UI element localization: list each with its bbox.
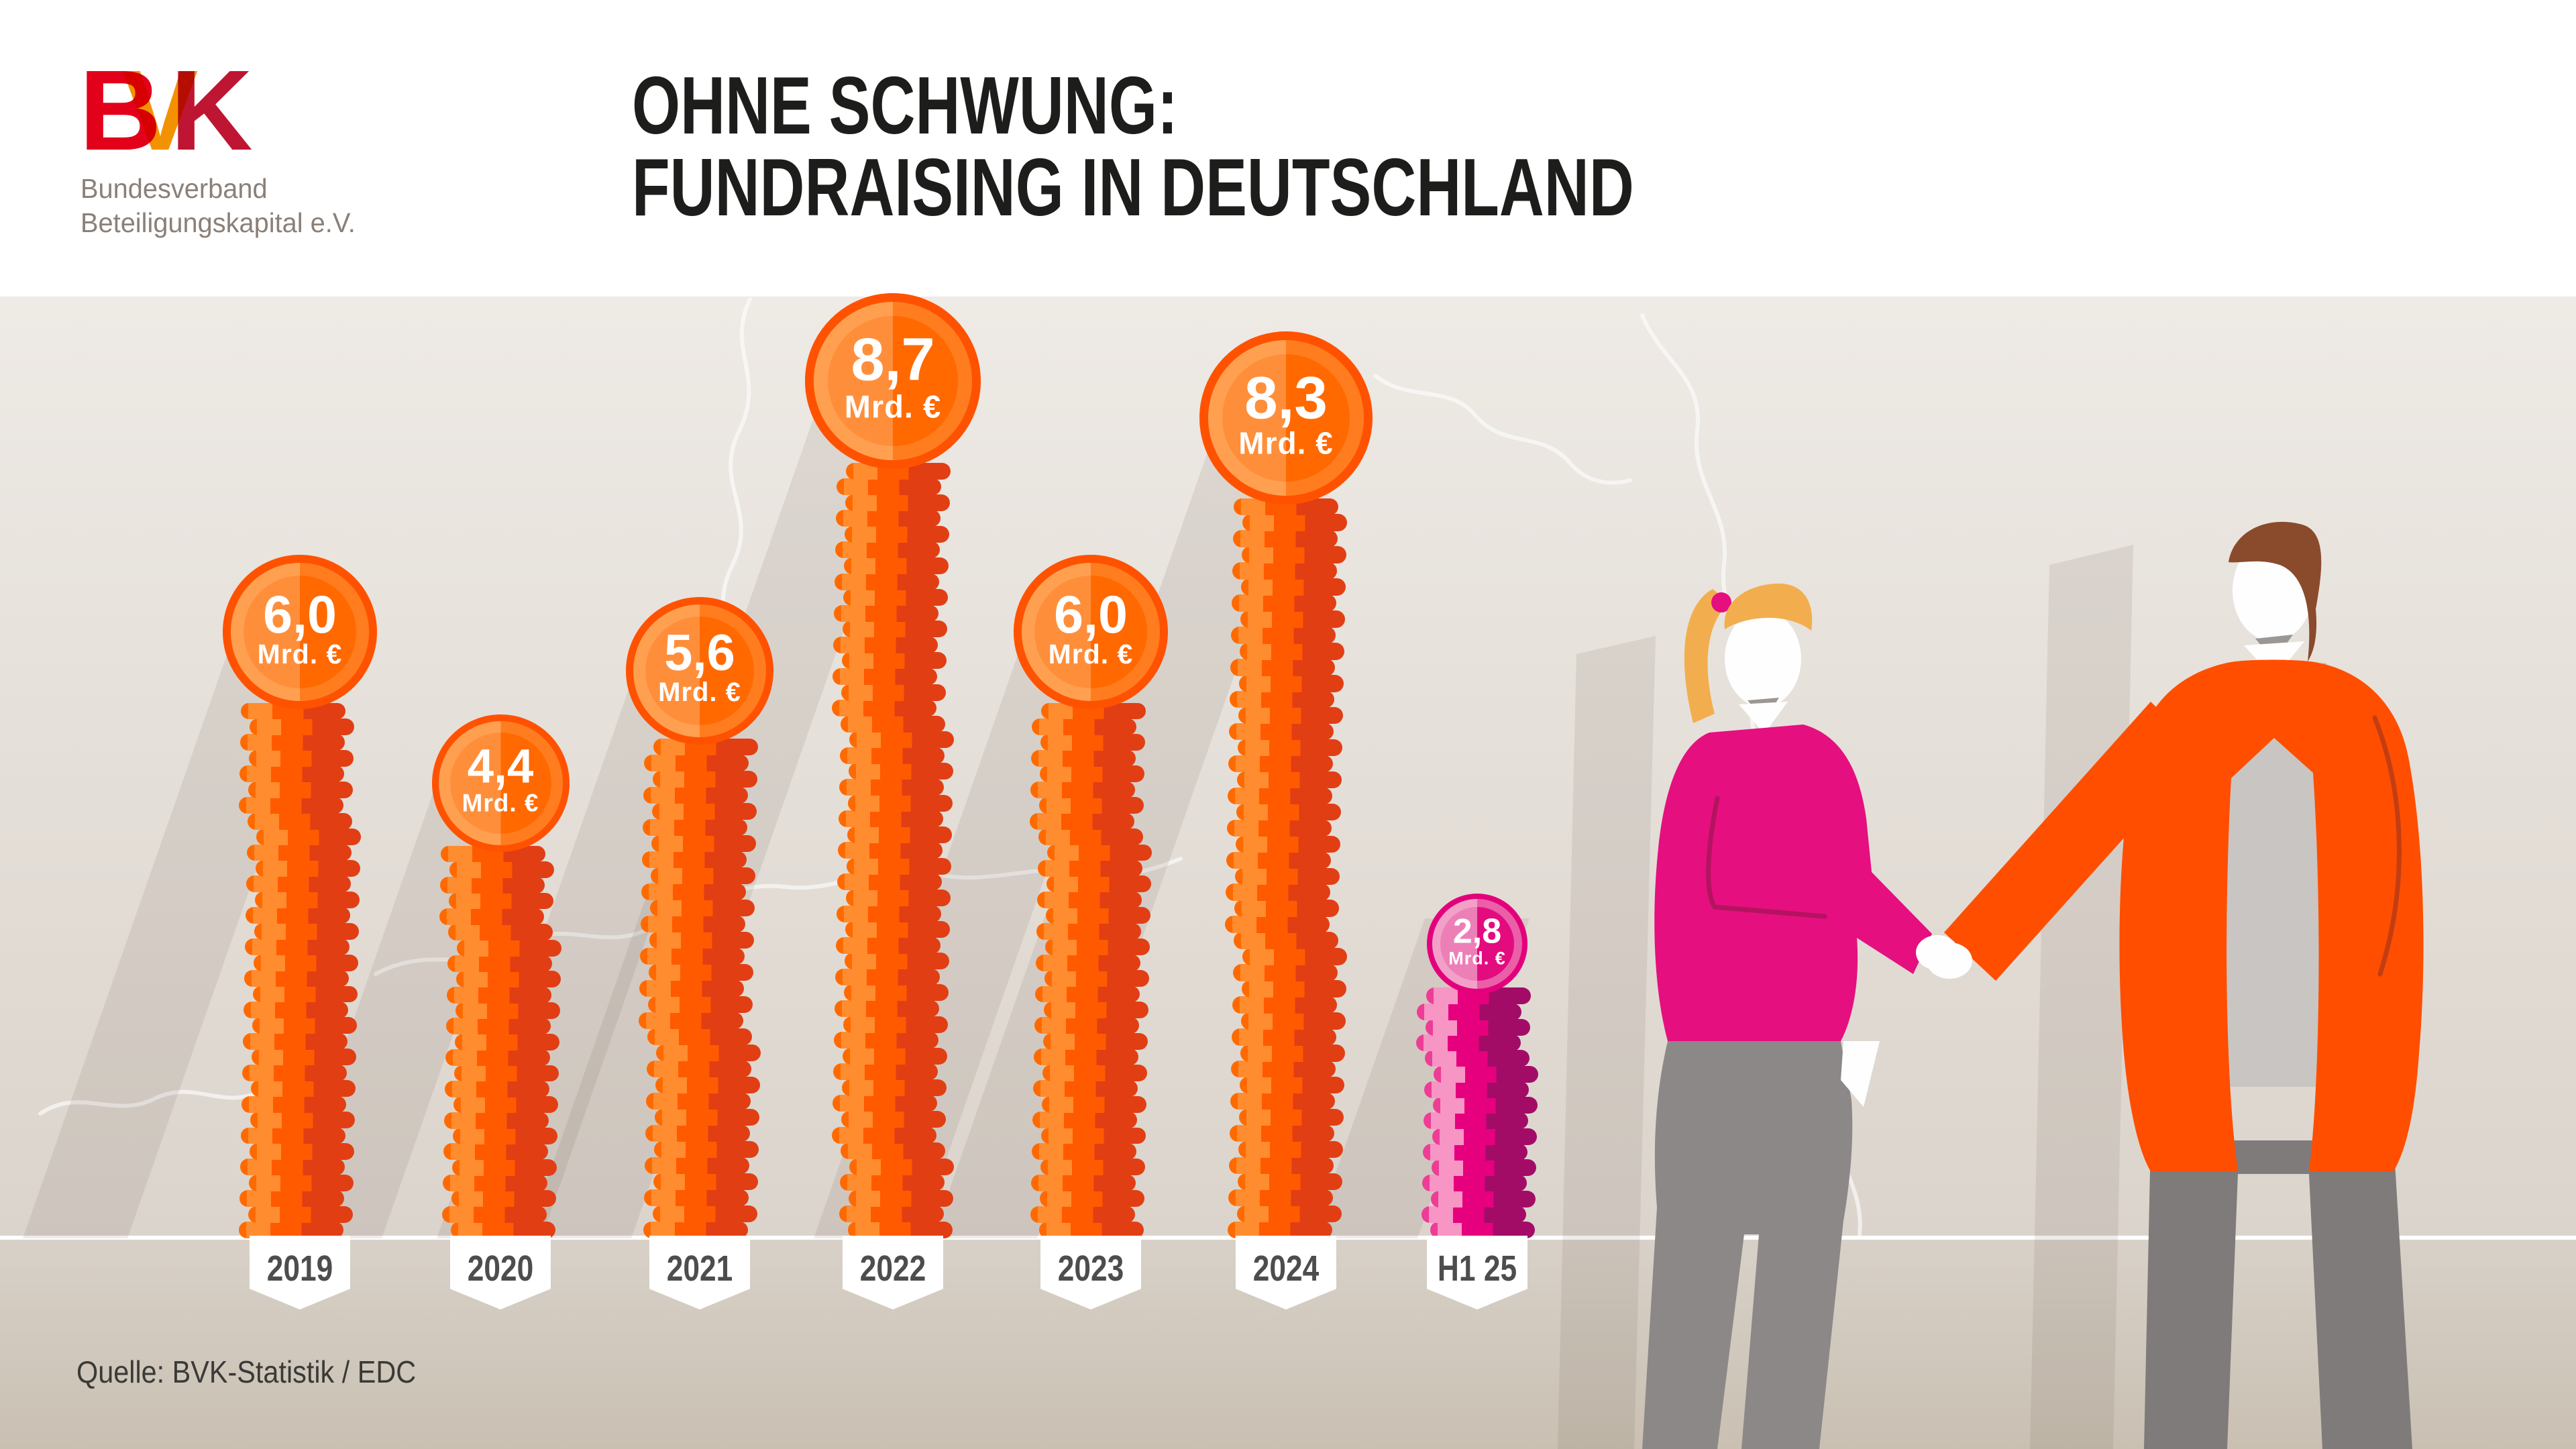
logo-letter-v: V (122, 47, 198, 174)
logo-letter-k: K (170, 47, 253, 174)
source-note: Quelle: BVK-Statistik / EDC (76, 1354, 453, 1390)
chart-background (0, 297, 2576, 1238)
logo-subtitle-line2: Beteiligungskapital e.V. (80, 207, 356, 238)
title-line-1: OHNE SCHWUNG: (632, 60, 1178, 151)
title-line-2: FUNDRAISING IN DEUTSCHLAND (632, 142, 1634, 233)
source-note-text: Quelle: BVK-Statistik / EDC (76, 1354, 417, 1389)
header-bar: B V K Bundesverband Beteiligungskapital … (0, 0, 2576, 297)
bvk-logo: B V K Bundesverband Beteiligungskapital … (79, 54, 428, 255)
baseline (0, 1236, 2576, 1240)
infographic-title: OHNE SCHWUNG: FUNDRAISING IN DEUTSCHLAND (632, 64, 1951, 228)
logo-subtitle: Bundesverband Beteiligungskapital e.V. (80, 172, 356, 240)
logo-subtitle-line1: Bundesverband (80, 173, 268, 204)
chart-ground (0, 1238, 2576, 1449)
logo-letter-b: B (79, 47, 162, 174)
